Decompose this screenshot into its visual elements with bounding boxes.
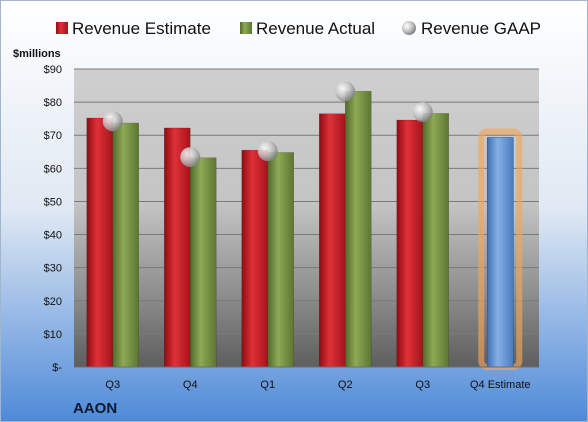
company-name: AAON (73, 400, 117, 417)
legend-item-actual: Revenue Actual (240, 19, 375, 38)
y-tick-label: $60 (44, 163, 62, 175)
y-tick-label: $90 (44, 64, 62, 76)
bar-revenue-actual (190, 157, 217, 368)
y-tick-label: $70 (44, 130, 62, 142)
marker-revenue-gaap (335, 81, 356, 102)
bar-revenue-actual (267, 152, 294, 368)
legend-label-actual: Revenue Actual (256, 19, 375, 38)
y-tick-label: $40 (44, 230, 62, 242)
bar-revenue-estimate (164, 127, 191, 368)
bar-revenue-estimate (241, 149, 268, 368)
legend-swatch-gaap (402, 21, 416, 35)
bar-revenue-estimate (319, 113, 346, 368)
legend-item-gaap: Revenue GAAP (402, 19, 541, 38)
marker-revenue-gaap (180, 147, 201, 168)
y-axis-ticks: $- $10 $20 $30 $40 $50 $60 $70 $80 $90 (44, 64, 63, 374)
bar-revenue-estimate (86, 117, 113, 368)
bars (86, 90, 523, 370)
bar-revenue-actual (112, 122, 139, 368)
y-tick-label: $30 (44, 263, 62, 275)
legend-label-gaap: Revenue GAAP (421, 19, 541, 38)
marker-revenue-gaap (412, 102, 433, 123)
plot-area (74, 69, 539, 367)
gaap-markers (102, 81, 433, 168)
x-tick-label: Q3 (105, 379, 120, 391)
legend: Revenue Estimate Revenue Actual Revenue … (56, 19, 541, 38)
y-tick-label: $- (52, 362, 62, 374)
y-tick-label: $80 (44, 97, 62, 109)
x-tick-label: Q3 (415, 379, 430, 391)
bar-revenue-actual (422, 113, 449, 368)
legend-swatch-estimate (56, 22, 68, 34)
marker-revenue-gaap (102, 111, 123, 132)
bar-q4-estimate (486, 137, 514, 368)
bar-revenue-estimate (396, 119, 423, 368)
legend-swatch-actual (240, 22, 252, 34)
y-tick-label: $50 (44, 196, 62, 208)
y-tick-label: $10 (44, 329, 62, 341)
bar-revenue-actual (345, 90, 372, 368)
x-tick-label: Q2 (338, 379, 353, 391)
y-tick-label: $20 (44, 296, 62, 308)
x-tick-label: Q1 (260, 379, 275, 391)
legend-label-estimate: Revenue Estimate (72, 19, 211, 38)
y-axis-unit-label: $millions (13, 48, 61, 60)
marker-revenue-gaap (257, 141, 278, 162)
x-tick-label: Q4 Estimate (470, 379, 531, 391)
gridlines (74, 68, 539, 335)
x-axis-ticks: Q3 Q4 Q1 Q2 Q3 Q4 Estimate (105, 379, 530, 391)
legend-item-estimate: Revenue Estimate (56, 19, 211, 38)
x-tick-label: Q4 (183, 379, 198, 391)
